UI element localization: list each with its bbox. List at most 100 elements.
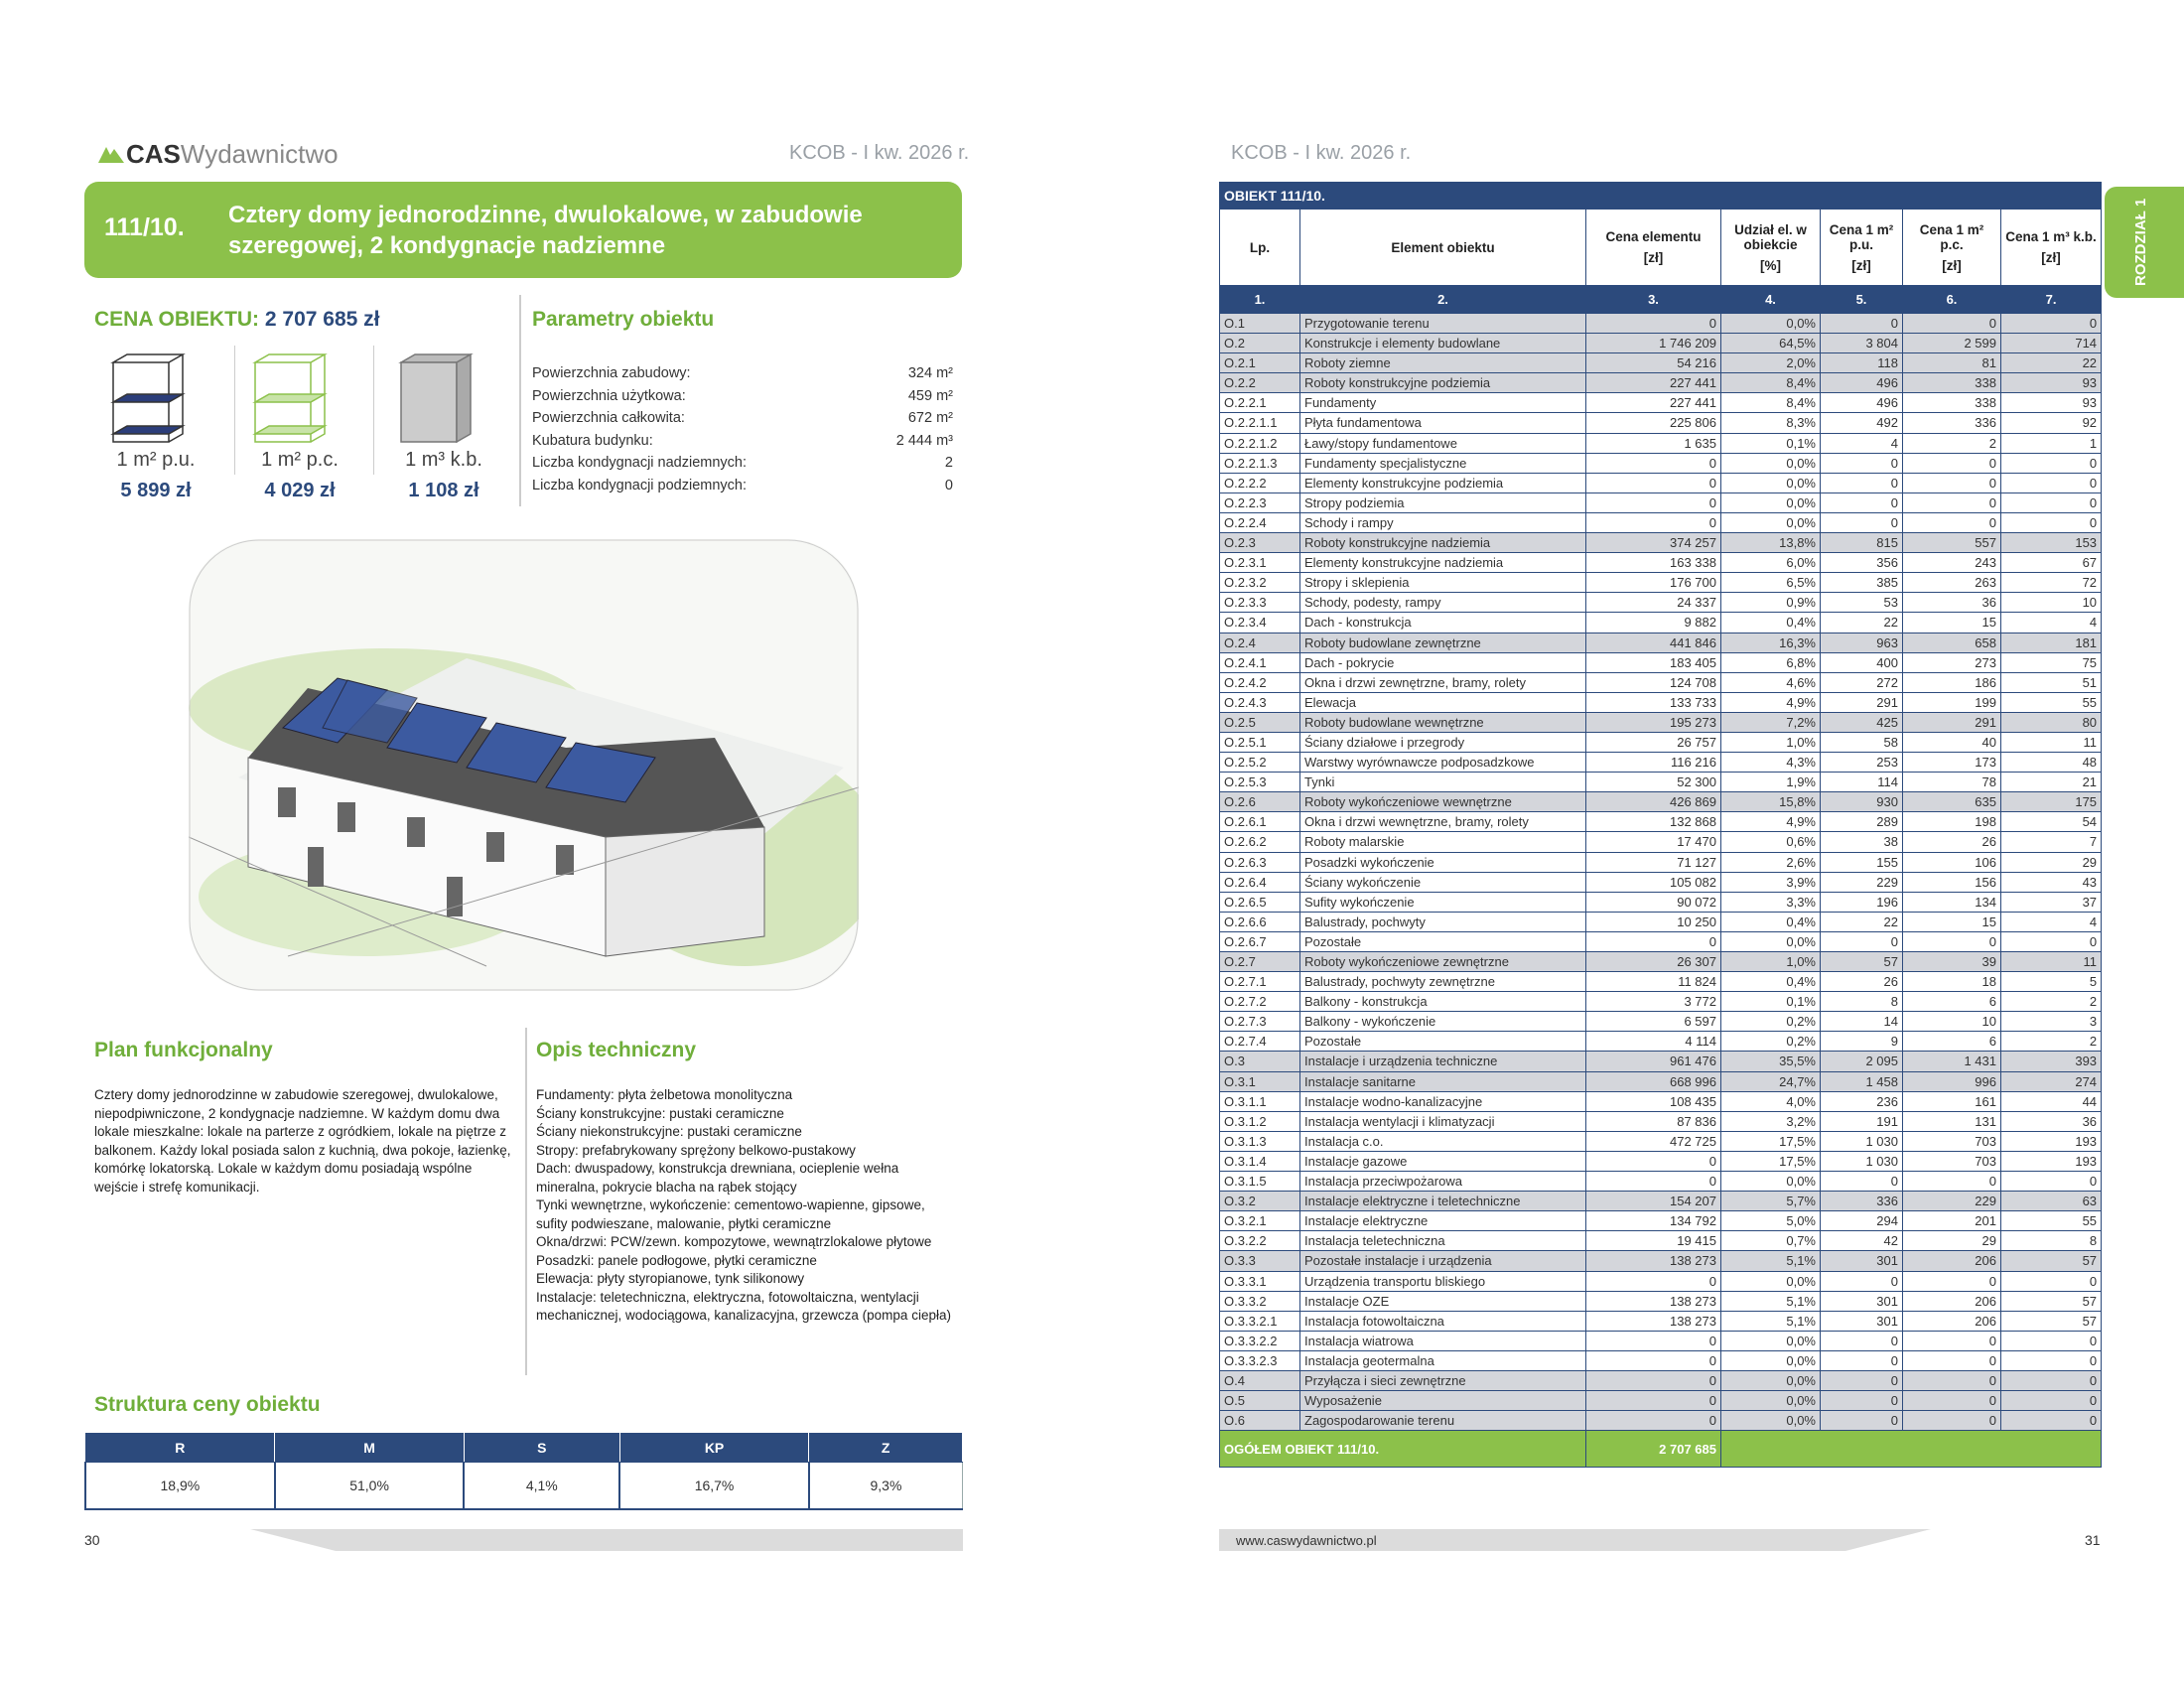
item-value: 57 [1999, 1250, 2103, 1272]
item-name: Roboty budowlane zewnętrzne [1299, 632, 1586, 653]
total-label: OGÓŁEM OBIEKT 111/10. [1219, 1430, 1586, 1469]
column-unit: [zł] [1643, 250, 1664, 265]
item-value: 472 725 [1585, 1130, 1721, 1152]
parameter-row: Powierzchnia użytkowa: 459 m² [532, 385, 953, 408]
item-value: 2 599 [1902, 333, 2001, 354]
table-row: O.3.3.2.2 Instalacja wiatrowa 0 0,0% 0 0 0 [1219, 1330, 2103, 1351]
price-label: CENA OBIEKTU: [94, 308, 260, 331]
item-value: 425 [1820, 711, 1903, 733]
item-value: 0,0% [1720, 930, 1821, 953]
item-value: 6,8% [1720, 651, 1821, 673]
column-number: 5. [1820, 285, 1903, 314]
item-name: Roboty konstrukcyjne podziemia [1299, 372, 1586, 394]
item-value: 1,0% [1720, 950, 1821, 973]
item-name: Instalacja przeciwpożarowa [1299, 1171, 1586, 1193]
column-header: Cena 1 m³ k.b. [zł] [1999, 209, 2103, 286]
item-value: 301 [1820, 1290, 1903, 1312]
item-value: 0,0% [1720, 1410, 1821, 1432]
table-row: O.2.2 Roboty konstrukcyjne podziemia 227 4… [1219, 372, 2103, 394]
item-value: 0,6% [1720, 831, 1821, 853]
illustration [189, 539, 859, 991]
item-value: 193 [1999, 1130, 2103, 1152]
item-code: O.3.1.4 [1219, 1150, 1300, 1173]
unit-label: 1 m² p.c. [261, 449, 339, 471]
item-value: 3,2% [1720, 1110, 1821, 1132]
column-header: Cena elementu [zł] [1585, 209, 1721, 286]
table-title: OBIEKT 111/10. [1218, 182, 2103, 210]
column-title: Cena elementu [1605, 229, 1702, 244]
item-name: Warstwy wyrównawcze podposadzkowe [1299, 752, 1586, 774]
technical-line: Okna/drzwi: PCW/zewn. kompozytowe, wewną… [536, 1234, 932, 1249]
column-title: Cena 1 m² p.u. [1829, 221, 1894, 252]
item-value: 26 [1902, 831, 2001, 853]
item-value: 0 [1902, 1410, 2001, 1432]
item-code: O.2.5.2 [1219, 752, 1300, 774]
item-value: 26 307 [1585, 950, 1721, 973]
unit-price: 1 m³ k.b. 1 108 zł [374, 449, 513, 502]
table-row: O.5 Wyposażenie 0 0,0% 0 0 0 [1219, 1390, 2103, 1412]
item-code: O.2.5.1 [1219, 731, 1300, 754]
item-value: 22 [1820, 612, 1903, 633]
item-value: 0 [1820, 452, 1903, 474]
item-value: 301 [1820, 1310, 1903, 1332]
divider [519, 295, 521, 506]
item-value: 291 [1902, 711, 2001, 733]
item-code: O.2.6.2 [1219, 831, 1300, 853]
item-value: 58 [1820, 731, 1903, 754]
item-value: 48 [1999, 752, 2103, 774]
item-value: 0,4% [1720, 911, 1821, 932]
table-row: O.2.6.6 Balustrady, pochwyty 10 250 0,4% 22 1… [1219, 911, 2103, 932]
logo-name: Wydawnictwo [180, 139, 339, 169]
item-value: 0 [1585, 1171, 1721, 1193]
item-name: Tynki [1299, 772, 1586, 793]
item-value: 6,0% [1720, 552, 1821, 574]
item-value: 51 [1999, 671, 2103, 693]
table-row: O.3.2.1 Instalacje elektryczne 134 792 5,0%… [1219, 1210, 2103, 1232]
item-value: 183 405 [1585, 651, 1721, 673]
item-value: 55 [1999, 691, 2103, 713]
item-value: 9 882 [1585, 612, 1721, 633]
technical-line: Dach: dwuspadowy, konstrukcja drewniana,… [536, 1161, 899, 1195]
item-code: O.2.2.2 [1219, 472, 1300, 493]
table-row: O.2.6.7 Pozostałe 0 0,0% 0 0 0 [1219, 930, 2103, 953]
item-value: 815 [1820, 532, 1903, 554]
item-value: 173 [1902, 752, 2001, 774]
item-value: 336 [1902, 412, 2001, 434]
item-value: 72 [1999, 572, 2103, 594]
page-header: KCOB - I kw. 2026 r. [789, 142, 970, 164]
item-value: 4 [1999, 911, 2103, 932]
footer-bar [1219, 1529, 1931, 1551]
item-value: 0 [1999, 1270, 2103, 1292]
item-value: 4,9% [1720, 811, 1821, 833]
table-row: O.3.3 Pozostałe instalacje i urządzenia 13… [1219, 1250, 2103, 1272]
total-fill [1719, 1430, 2103, 1469]
item-name: Instalacje gazowe [1299, 1150, 1586, 1173]
item-value: 0 [1820, 472, 1903, 493]
item-code: O.2.7.1 [1219, 971, 1300, 993]
item-value: 272 [1820, 671, 1903, 693]
item-code: O.2.6.6 [1219, 911, 1300, 932]
item-value: 963 [1820, 632, 1903, 653]
unit-price: 1 m² p.c. 4 029 zł [230, 449, 369, 502]
item-value: 356 [1820, 552, 1903, 574]
item-value: 176 700 [1585, 572, 1721, 594]
item-value: 227 441 [1585, 392, 1721, 414]
item-value: 40 [1902, 731, 2001, 754]
item-value: 0 [1902, 930, 2001, 953]
item-value: 0 [1585, 452, 1721, 474]
item-value: 714 [1999, 333, 2103, 354]
table-row: O.2.4 Roboty budowlane zewnętrzne 441 846 1… [1219, 632, 2103, 653]
column-header: Element obiektu [1299, 209, 1586, 286]
item-value: 67 [1999, 552, 2103, 574]
item-value: 43 [1999, 871, 2103, 893]
item-name: Roboty malarskie [1299, 831, 1586, 853]
item-code: O.2.3.2 [1219, 572, 1300, 594]
item-value: 154 207 [1585, 1191, 1721, 1212]
item-value: 138 273 [1585, 1250, 1721, 1272]
item-value: 0 [1902, 472, 2001, 493]
item-value: 0 [1585, 1390, 1721, 1412]
item-value: 19 415 [1585, 1230, 1721, 1252]
table-row: O.2.3 Roboty konstrukcyjne nadziemia 374 2… [1219, 532, 2103, 554]
item-value: 0 [1820, 1270, 1903, 1292]
table-row: O.2.3.3 Schody, podesty, rampy 24 337 0,9% 5… [1219, 592, 2103, 614]
